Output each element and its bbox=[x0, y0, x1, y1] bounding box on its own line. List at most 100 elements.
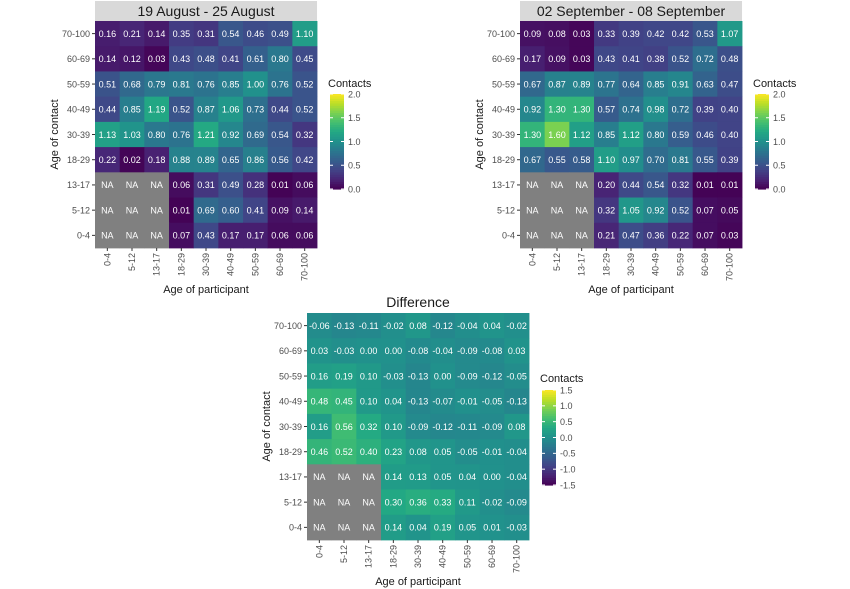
heatmap-cell bbox=[243, 172, 269, 198]
legend-color-step bbox=[755, 96, 769, 100]
legend-color-step bbox=[755, 124, 769, 128]
y-tick-label: 18-29 bbox=[67, 155, 90, 165]
heatmap-cell bbox=[455, 363, 481, 390]
heatmap-cell bbox=[119, 222, 145, 249]
legend-color-step bbox=[542, 397, 556, 401]
legend-tick-label: 0.5 bbox=[773, 161, 786, 171]
cell-value-label: NA bbox=[338, 472, 351, 482]
x-tick-label: 60-69 bbox=[700, 253, 710, 276]
cell-value-label: 1.12 bbox=[622, 130, 640, 140]
cell-value-label: -0.13 bbox=[408, 371, 429, 381]
cell-value-label: 0.51 bbox=[99, 79, 117, 89]
heatmap-cell bbox=[618, 96, 644, 123]
cell-value-label: -0.03 bbox=[506, 523, 527, 533]
heatmap-cell bbox=[569, 172, 595, 198]
y-axis-title: Age of contact bbox=[261, 391, 273, 461]
legend-color-step bbox=[542, 475, 556, 479]
y-axis-title: Age of contact bbox=[49, 99, 61, 169]
heatmap-cell bbox=[692, 121, 718, 148]
heatmap-cell bbox=[643, 96, 669, 123]
cell-value-label: -0.09 bbox=[408, 422, 429, 432]
y-tick-label: 30-39 bbox=[279, 422, 302, 432]
cell-value-label: 0.74 bbox=[622, 105, 640, 115]
legend-color-step bbox=[330, 162, 344, 166]
heatmap-cell bbox=[331, 413, 357, 440]
heatmap-cell bbox=[717, 172, 743, 198]
cell-value-label: 1.00 bbox=[247, 79, 265, 89]
heatmap-cell bbox=[95, 71, 121, 98]
x-tick-label: 13-17 bbox=[152, 253, 162, 276]
heatmap-cell bbox=[95, 46, 121, 72]
heatmap-cell bbox=[331, 388, 357, 415]
cell-value-label: 0.12 bbox=[123, 54, 141, 64]
heatmap-cell bbox=[504, 313, 530, 339]
cell-value-label: 0.52 bbox=[296, 105, 314, 115]
heatmap-cell bbox=[292, 172, 318, 198]
heatmap-cell bbox=[381, 514, 407, 541]
legend-color-step bbox=[330, 136, 344, 140]
heatmap-cell bbox=[331, 514, 357, 541]
cell-value-label: NA bbox=[101, 180, 114, 190]
cell-value-label: 0.31 bbox=[197, 180, 215, 190]
heatmap-cell bbox=[405, 413, 431, 440]
cell-value-label: 1.30 bbox=[548, 105, 566, 115]
legend-color-step bbox=[755, 179, 769, 183]
legend-color-step bbox=[330, 179, 344, 183]
heatmap-cell bbox=[169, 147, 195, 173]
heatmap-cell bbox=[430, 514, 456, 541]
legend-tick-label: 1.0 bbox=[773, 137, 786, 147]
legend-color-step bbox=[542, 468, 556, 472]
heatmap-cell bbox=[544, 21, 570, 47]
heatmap-cell bbox=[356, 363, 382, 390]
y-axis-title: Age of contact bbox=[474, 99, 486, 169]
heatmap-cell bbox=[193, 172, 219, 198]
legend-color-step bbox=[755, 184, 769, 188]
cell-value-label: 0.81 bbox=[173, 79, 191, 89]
heatmap-cell bbox=[618, 46, 644, 72]
heatmap-cell bbox=[381, 363, 407, 390]
cell-value-label: NA bbox=[126, 180, 139, 190]
x-tick-label: 5-12 bbox=[339, 545, 349, 563]
cell-value-label: 0.58 bbox=[573, 155, 591, 165]
heatmap-cell bbox=[307, 514, 333, 541]
legend-color-step bbox=[755, 181, 769, 185]
heatmap-cell bbox=[520, 172, 546, 198]
cell-value-label: 0.43 bbox=[197, 231, 215, 241]
cell-value-label: 0.40 bbox=[360, 447, 378, 457]
cell-value-label: 0.08 bbox=[548, 29, 566, 39]
cell-value-label: 0.06 bbox=[173, 180, 191, 190]
cell-value-label: 0.21 bbox=[598, 231, 616, 241]
cell-value-label: 0.10 bbox=[385, 422, 403, 432]
x-tick-label: 30-39 bbox=[413, 545, 423, 568]
cell-value-label: 0.14 bbox=[385, 472, 403, 482]
cell-value-label: 0.36 bbox=[409, 497, 427, 507]
heatmap-cell bbox=[569, 71, 595, 98]
heatmap-cell bbox=[717, 121, 743, 148]
cell-value-label: 0.00 bbox=[385, 346, 403, 356]
x-tick-label: 18-29 bbox=[388, 545, 398, 568]
cell-value-label: 0.16 bbox=[311, 371, 329, 381]
legend-color-step bbox=[542, 444, 556, 448]
heatmap-cell bbox=[169, 46, 195, 72]
heatmap-cell bbox=[243, 197, 269, 224]
heatmap-cell bbox=[243, 71, 269, 98]
heatmap-cell bbox=[668, 96, 694, 123]
legend-color-step bbox=[542, 449, 556, 453]
heatmap-cell bbox=[479, 514, 505, 541]
cell-value-label: 0.97 bbox=[622, 155, 640, 165]
legend-color-step bbox=[542, 454, 556, 458]
heatmap-cell bbox=[356, 514, 382, 541]
cell-value-label: NA bbox=[150, 231, 163, 241]
heatmap-cell bbox=[218, 71, 244, 98]
legend-color-step bbox=[330, 165, 344, 169]
heatmap-cell bbox=[430, 413, 456, 440]
cell-value-label: 0.52 bbox=[672, 205, 690, 215]
x-tick-label: 13-17 bbox=[577, 253, 587, 276]
cell-value-label: 0.06 bbox=[296, 180, 314, 190]
cell-value-label: -0.09 bbox=[506, 497, 527, 507]
legend-color-step bbox=[755, 122, 769, 126]
cell-value-label: 0.72 bbox=[672, 105, 690, 115]
legend-color-step bbox=[755, 101, 769, 105]
cell-value-label: 0.28 bbox=[247, 180, 265, 190]
cell-value-label: 1.30 bbox=[524, 130, 542, 140]
